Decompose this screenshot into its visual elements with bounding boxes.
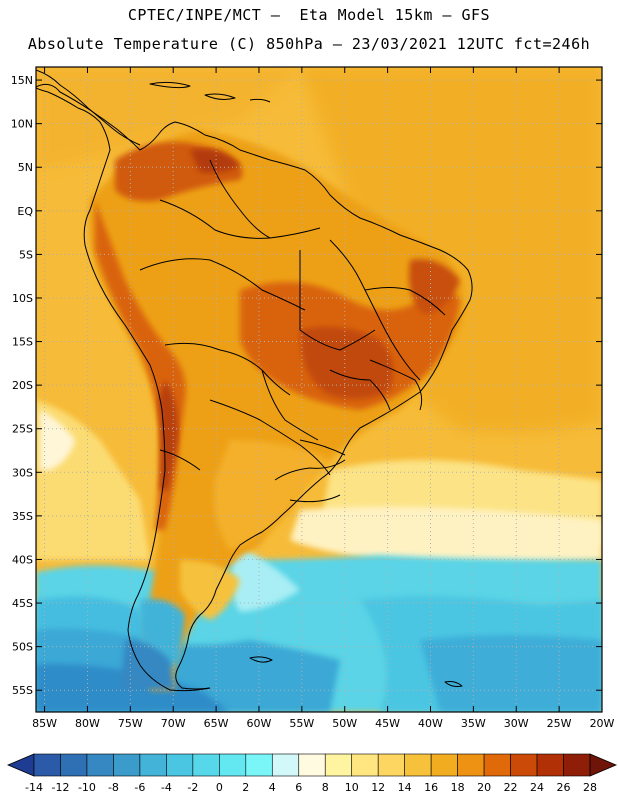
map-frame bbox=[35, 66, 603, 713]
legend-swatch bbox=[33, 753, 61, 777]
legend-label: -12 bbox=[51, 781, 69, 794]
legend-label: -6 bbox=[134, 781, 145, 794]
lat-label: 30S bbox=[12, 466, 33, 479]
legend-swatch bbox=[245, 753, 273, 777]
legend-swatch bbox=[298, 753, 326, 777]
legend-label: 14 bbox=[398, 781, 412, 794]
legend-label: 26 bbox=[557, 781, 571, 794]
lat-label: 15N bbox=[11, 74, 33, 87]
lat-label: 20S bbox=[12, 379, 33, 392]
lon-label: 25W bbox=[547, 717, 572, 730]
legend-arrow-low bbox=[6, 753, 35, 777]
legend-swatch bbox=[139, 753, 167, 777]
legend-swatch bbox=[192, 753, 220, 777]
legend-label: 2 bbox=[242, 781, 249, 794]
legend-label: -4 bbox=[161, 781, 172, 794]
legend-label: 10 bbox=[345, 781, 359, 794]
lon-label: 50W bbox=[332, 717, 357, 730]
legend-swatch bbox=[324, 753, 353, 777]
legend-arrow-high bbox=[589, 753, 618, 777]
legend-label: 24 bbox=[530, 781, 544, 794]
lon-label: 35W bbox=[461, 717, 486, 730]
legend-swatch bbox=[166, 753, 194, 777]
legend-swatch bbox=[219, 753, 247, 777]
legend-label: 0 bbox=[216, 781, 223, 794]
legend-swatch bbox=[563, 753, 591, 777]
legend-label: -14 bbox=[25, 781, 43, 794]
lon-label: 55W bbox=[289, 717, 314, 730]
legend-swatch bbox=[483, 753, 511, 777]
legend-swatch bbox=[60, 753, 88, 777]
lon-label: 45W bbox=[375, 717, 400, 730]
legend-swatch bbox=[457, 753, 485, 777]
legend-swatch bbox=[510, 753, 538, 777]
lat-label: EQ bbox=[17, 205, 33, 218]
legend-swatch bbox=[377, 753, 405, 777]
lat-label: 40S bbox=[12, 553, 33, 566]
legend-label: 8 bbox=[322, 781, 329, 794]
legend-swatch bbox=[404, 753, 432, 777]
legend-label: 18 bbox=[451, 781, 465, 794]
lat-label: 45S bbox=[12, 597, 33, 610]
legend-label: -8 bbox=[108, 781, 119, 794]
legend-swatch bbox=[271, 753, 300, 777]
legend-label: 16 bbox=[424, 781, 438, 794]
legend-label: -10 bbox=[78, 781, 96, 794]
legend-label: 28 bbox=[583, 781, 597, 794]
lat-label: 5N bbox=[18, 161, 33, 174]
lon-label: 30W bbox=[504, 717, 529, 730]
lat-label: 50S bbox=[12, 641, 33, 654]
legend-label: 12 bbox=[371, 781, 385, 794]
lat-label: 55S bbox=[12, 684, 33, 697]
lon-label: 75W bbox=[118, 717, 143, 730]
legend-swatch bbox=[113, 753, 141, 777]
lat-label: 35S bbox=[12, 510, 33, 523]
legend-label: 4 bbox=[269, 781, 276, 794]
lon-label: 60W bbox=[247, 717, 272, 730]
title-line-2: Absolute Temperature (C) 850hPa – 23/03/… bbox=[27, 35, 591, 53]
longitude-labels: 85W 80W 75W 70W 65W 60W 55W 50W 45W 40W 35W 30W 25W 2… bbox=[32, 717, 614, 730]
coastlines bbox=[36, 69, 473, 692]
latitude-labels: 15N 10N 5N EQ 5S 10S 15S 20S 25S 30S 35S 40S 45S 50S 5… bbox=[11, 74, 34, 697]
lon-label: 70W bbox=[161, 717, 186, 730]
lat-label: 5S bbox=[19, 248, 33, 261]
map-field bbox=[36, 67, 602, 712]
lon-label: 20W bbox=[590, 717, 615, 730]
lon-label: 40W bbox=[418, 717, 443, 730]
lon-label: 80W bbox=[75, 717, 100, 730]
legend-swatch bbox=[86, 753, 114, 777]
lat-label: 15S bbox=[12, 336, 33, 349]
lat-label: 25S bbox=[12, 423, 33, 436]
legend-swatch bbox=[536, 753, 564, 777]
legend-label: 22 bbox=[504, 781, 518, 794]
lon-label: 65W bbox=[204, 717, 229, 730]
title-line-1: CPTEC/INPE/MCT – Eta Model 15km – GFS bbox=[127, 6, 491, 24]
lon-label: 85W bbox=[32, 717, 57, 730]
legend-label: -2 bbox=[187, 781, 198, 794]
legend-swatch bbox=[351, 753, 379, 777]
lat-label: 10S bbox=[12, 292, 33, 305]
legend-label: 20 bbox=[477, 781, 491, 794]
lat-label: 10N bbox=[11, 118, 33, 131]
legend-swatch bbox=[430, 753, 458, 777]
legend-label: 6 bbox=[295, 781, 302, 794]
